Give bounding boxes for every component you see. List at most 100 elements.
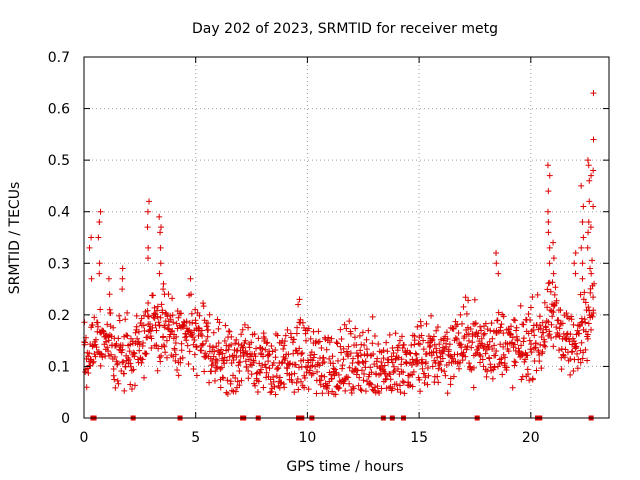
data-point bbox=[253, 345, 260, 352]
data-point bbox=[255, 378, 262, 385]
data-point bbox=[352, 325, 359, 332]
data-point bbox=[339, 362, 346, 369]
data-point bbox=[239, 326, 246, 333]
data-point bbox=[245, 375, 252, 382]
data-point bbox=[116, 312, 123, 319]
data-point bbox=[251, 330, 258, 337]
data-point bbox=[425, 372, 432, 379]
data-point bbox=[459, 320, 465, 327]
data-point bbox=[579, 260, 586, 267]
data-point bbox=[433, 327, 440, 334]
data-point bbox=[392, 355, 399, 362]
data-point bbox=[105, 275, 112, 282]
data-point bbox=[483, 373, 490, 380]
data-point bbox=[295, 386, 302, 393]
data-point bbox=[509, 334, 516, 341]
data-point bbox=[109, 342, 116, 349]
data-point bbox=[442, 372, 449, 379]
data-point bbox=[156, 270, 163, 277]
data-point bbox=[463, 346, 470, 353]
data-point bbox=[97, 350, 104, 357]
data-point bbox=[470, 364, 477, 371]
data-point bbox=[401, 390, 408, 397]
data-point bbox=[567, 355, 574, 362]
data-point bbox=[572, 249, 579, 256]
data-point bbox=[550, 255, 557, 262]
data-point bbox=[154, 367, 161, 374]
data-point bbox=[236, 368, 243, 375]
data-point bbox=[119, 286, 126, 293]
data-point bbox=[212, 356, 219, 363]
data-point bbox=[144, 255, 151, 262]
data-point bbox=[487, 327, 494, 334]
data-point bbox=[140, 339, 147, 346]
data-point bbox=[135, 338, 142, 345]
data-point bbox=[338, 349, 345, 356]
data-point bbox=[193, 344, 200, 351]
data-point bbox=[272, 391, 279, 398]
data-point bbox=[186, 348, 193, 355]
data-point bbox=[571, 260, 578, 267]
data-point bbox=[255, 335, 262, 342]
data-point bbox=[179, 354, 186, 361]
data-point bbox=[301, 324, 308, 331]
data-point bbox=[398, 361, 405, 368]
data-point bbox=[464, 324, 471, 331]
data-point bbox=[236, 382, 243, 389]
data-point bbox=[346, 318, 353, 325]
data-point bbox=[82, 339, 89, 346]
data-point bbox=[398, 333, 405, 340]
data-point bbox=[246, 344, 253, 351]
data-point bbox=[122, 316, 129, 323]
data-point bbox=[489, 375, 496, 382]
data-point bbox=[493, 260, 500, 267]
data-point bbox=[217, 384, 224, 391]
data-point bbox=[420, 346, 427, 353]
data-point bbox=[350, 385, 357, 392]
data-point bbox=[568, 349, 575, 356]
data-point bbox=[545, 188, 552, 195]
data-point bbox=[584, 357, 591, 364]
data-point bbox=[260, 353, 267, 360]
data-point bbox=[252, 382, 259, 389]
data-point bbox=[549, 279, 556, 286]
data-point bbox=[238, 331, 245, 338]
data-point bbox=[150, 292, 157, 299]
data-point bbox=[416, 341, 423, 348]
data-point bbox=[405, 382, 412, 389]
data-point bbox=[531, 345, 538, 352]
data-point bbox=[244, 351, 251, 358]
data-point bbox=[502, 354, 509, 361]
data-point bbox=[575, 356, 582, 363]
data-point bbox=[157, 314, 164, 321]
data-point bbox=[356, 332, 363, 339]
data-point bbox=[368, 369, 375, 376]
data-point bbox=[343, 325, 350, 332]
data-point bbox=[378, 385, 385, 392]
data-point bbox=[546, 244, 553, 251]
data-point bbox=[268, 388, 275, 395]
data-point bbox=[558, 345, 565, 352]
data-point bbox=[232, 388, 239, 395]
data-point bbox=[268, 343, 275, 350]
data-point bbox=[321, 373, 328, 380]
data-point bbox=[252, 353, 259, 360]
data-point bbox=[462, 294, 469, 301]
data-point bbox=[96, 260, 103, 267]
data-point bbox=[197, 347, 204, 354]
data-point bbox=[546, 172, 553, 179]
data-point bbox=[222, 322, 229, 329]
data-point bbox=[428, 352, 435, 359]
data-point bbox=[263, 369, 270, 376]
data-point bbox=[162, 349, 169, 356]
data-point bbox=[132, 329, 139, 336]
data-point bbox=[587, 265, 594, 272]
data-point bbox=[544, 286, 551, 293]
data-point bbox=[215, 339, 222, 346]
x-axis-label: GPS time / hours bbox=[286, 459, 403, 475]
data-point bbox=[97, 306, 104, 313]
data-point bbox=[347, 350, 354, 357]
data-point bbox=[163, 337, 170, 344]
data-point bbox=[301, 374, 308, 381]
data-point bbox=[525, 371, 532, 378]
